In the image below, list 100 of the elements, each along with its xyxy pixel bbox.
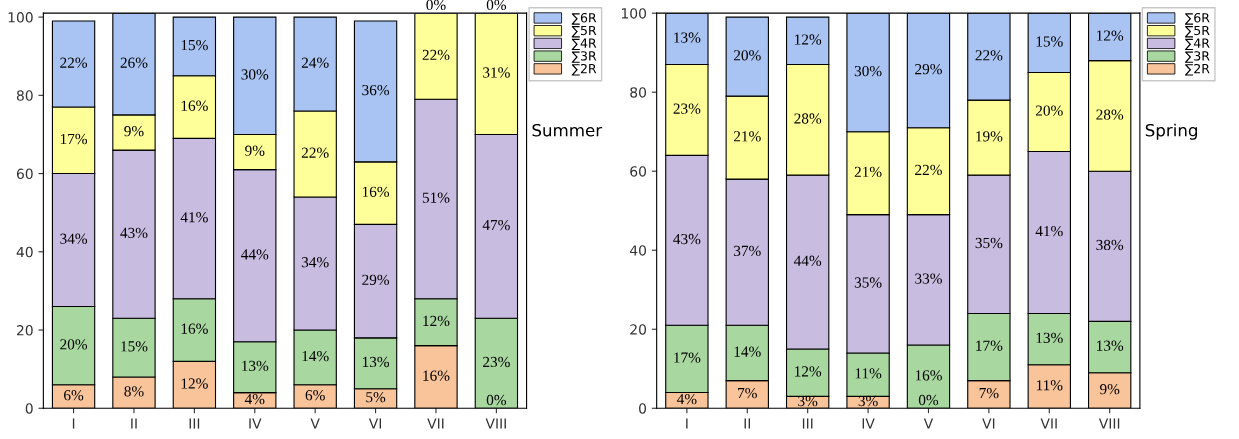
data-label: 17%	[976, 340, 1003, 351]
x-tick-label: VIII	[1098, 418, 1120, 429]
data-label: 24%	[301, 57, 329, 68]
data-label: 16%	[362, 186, 390, 197]
y-tick-label: 40	[16, 246, 33, 258]
data-label: 12%	[795, 34, 822, 45]
y-tick-label: 0	[25, 403, 33, 414]
data-label: 37%	[734, 245, 761, 257]
data-label: 28%	[794, 113, 822, 124]
data-label: 6%	[305, 390, 325, 401]
data-label: 12%	[795, 366, 822, 377]
x-tick-label: III	[189, 418, 200, 429]
x-tick-label: VI	[368, 418, 382, 429]
data-label: 0%	[426, 0, 446, 11]
data-label: 7%	[979, 387, 999, 399]
data-label: 4%	[676, 393, 697, 405]
data-label: 35%	[975, 237, 1003, 249]
data-label: 5%	[366, 392, 386, 403]
data-label: 16%	[181, 100, 208, 111]
data-label: 23%	[483, 356, 510, 368]
data-label: 16%	[181, 323, 208, 334]
legend-label: ∑5R	[571, 25, 597, 38]
text: Spring	[1145, 123, 1197, 140]
data-label: 36%	[362, 84, 390, 96]
data-label: 13%	[1036, 332, 1063, 343]
x-tick-label: IV	[862, 418, 875, 429]
data-label: 11%	[1036, 380, 1063, 391]
legend-label: ∑3R	[1185, 51, 1210, 63]
data-label: 20%	[733, 50, 761, 61]
data-label: 16%	[915, 370, 942, 381]
legend-label: ∑2R	[571, 63, 597, 76]
x-tick-label: III	[802, 418, 813, 429]
data-label: 9%	[1099, 384, 1120, 395]
data-label: 13%	[1097, 340, 1124, 351]
y-tick-label: 80	[630, 87, 647, 98]
data-label: 12%	[423, 315, 450, 327]
legend-label: ∑6R	[1185, 12, 1210, 25]
data-label: 43%	[120, 227, 148, 239]
data-label: 13%	[674, 32, 701, 43]
data-label: 15%	[121, 341, 148, 352]
data-label: 35%	[854, 277, 882, 288]
x-tick-label: VII	[427, 418, 444, 429]
x-tick-label: VI	[982, 418, 995, 429]
data-label: 9%	[245, 145, 265, 156]
x-tick-label: V	[923, 418, 934, 429]
data-label: 30%	[854, 65, 882, 77]
x-tick-label: II	[131, 418, 137, 429]
data-label: 16%	[423, 370, 450, 381]
legend-label: ∑5R	[1185, 25, 1210, 38]
data-label: 17%	[674, 352, 701, 363]
y-tick-label: 100	[621, 8, 647, 19]
data-label: 8%	[124, 386, 144, 397]
data-label: 12%	[181, 378, 208, 389]
legend-label: ∑6R	[571, 12, 597, 25]
data-label: 44%	[241, 249, 269, 260]
data-label: 43%	[673, 233, 701, 245]
data-label: 30%	[241, 69, 269, 80]
data-label: 21%	[854, 166, 882, 178]
x-tick-label: II	[744, 418, 750, 429]
data-label: 47%	[482, 219, 510, 231]
data-label: 4%	[244, 393, 265, 405]
data-label: 22%	[422, 49, 450, 61]
data-label: 0%	[486, 394, 507, 406]
data-label: 7%	[738, 387, 757, 399]
data-label: 44%	[793, 255, 822, 266]
data-label: 0%	[486, 0, 507, 11]
y-tick-label: 100	[8, 12, 33, 23]
data-label: 41%	[180, 212, 208, 223]
data-label: 15%	[181, 39, 208, 51]
x-tick-label: V	[310, 418, 320, 429]
data-label: 29%	[915, 63, 942, 75]
data-label: 14%	[734, 346, 761, 357]
data-label: 6%	[64, 390, 84, 401]
y-tick-label: 20	[630, 324, 647, 335]
x-tick-label: IV	[249, 418, 262, 429]
legend-label: ∑4R	[1185, 38, 1210, 51]
data-label: 22%	[60, 57, 88, 68]
legend-label: ∑4R	[571, 38, 597, 51]
data-label: 17%	[60, 133, 88, 145]
data-label: 13%	[362, 356, 390, 368]
data-label: 19%	[976, 131, 1003, 142]
data-label: 20%	[1035, 105, 1063, 116]
data-label: 22%	[915, 164, 942, 176]
legend-label: ∑3R	[571, 51, 597, 63]
data-label: 13%	[242, 360, 269, 372]
x-tick-label: VII	[1040, 418, 1057, 429]
y-tick-label: 0	[639, 403, 647, 414]
data-label: 20%	[60, 339, 88, 350]
data-label: 34%	[301, 257, 329, 268]
data-label: 0%	[918, 394, 939, 406]
data-label: 22%	[301, 147, 329, 158]
data-label: 21%	[733, 131, 761, 142]
x-tick-label: I	[72, 418, 75, 429]
text: Summer	[532, 123, 603, 137]
data-label: 9%	[124, 126, 144, 137]
data-label: 31%	[483, 67, 510, 78]
data-label: 33%	[915, 273, 942, 284]
data-label: 29%	[362, 274, 390, 286]
data-label: 28%	[1096, 109, 1124, 120]
data-label: 14%	[302, 350, 329, 362]
